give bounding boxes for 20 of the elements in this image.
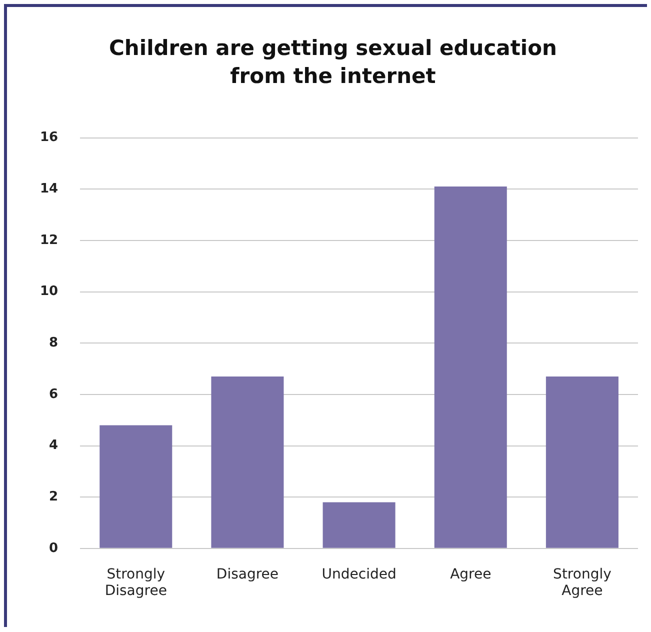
bar [546, 376, 618, 548]
y-tick-label: 2 [49, 489, 58, 504]
x-tick-label: Disagree [216, 566, 279, 582]
y-tick-label: 12 [40, 232, 58, 248]
y-tick-label: 0 [49, 540, 58, 556]
y-tick-label: 6 [49, 386, 58, 402]
bar [100, 425, 172, 548]
x-tick-label: Strongly Disagree [104, 566, 167, 600]
y-tick-label: 4 [49, 438, 58, 454]
y-tick-label: 16 [40, 130, 58, 146]
y-tick-label: 8 [49, 335, 58, 350]
y-tick-label: 14 [40, 182, 58, 196]
x-tick-label: Undecided [322, 566, 396, 582]
y-tick-label: 10 [40, 284, 58, 300]
x-tick-label: Agree [450, 566, 492, 582]
chart-title: Children are getting sexual education from the internet [108, 35, 558, 90]
bar [322, 502, 396, 548]
bar [211, 376, 284, 548]
bar [434, 186, 507, 548]
x-tick-label: Strongly Agree [553, 566, 612, 600]
